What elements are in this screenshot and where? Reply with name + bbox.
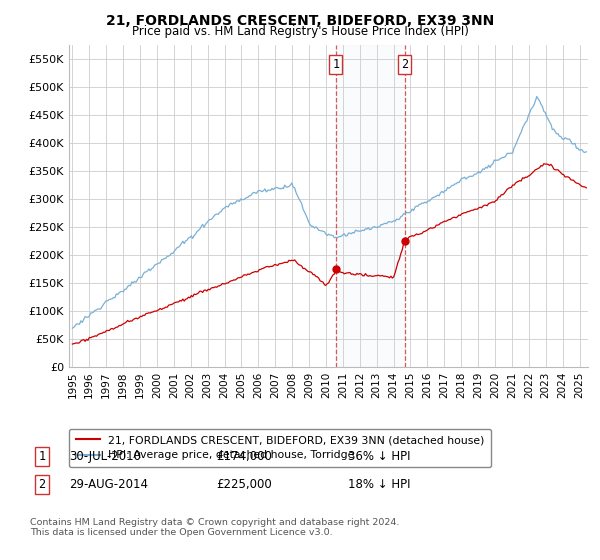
- Text: 29-AUG-2014: 29-AUG-2014: [69, 478, 148, 491]
- Text: 21, FORDLANDS CRESCENT, BIDEFORD, EX39 3NN: 21, FORDLANDS CRESCENT, BIDEFORD, EX39 3…: [106, 14, 494, 28]
- Text: 2: 2: [38, 478, 46, 491]
- Text: 1: 1: [38, 450, 46, 463]
- Text: Contains HM Land Registry data © Crown copyright and database right 2024.
This d: Contains HM Land Registry data © Crown c…: [30, 518, 400, 538]
- Text: Price paid vs. HM Land Registry's House Price Index (HPI): Price paid vs. HM Land Registry's House …: [131, 25, 469, 38]
- Text: £174,000: £174,000: [216, 450, 272, 463]
- Text: £225,000: £225,000: [216, 478, 272, 491]
- Text: 2: 2: [401, 58, 409, 71]
- Bar: [336, 45, 405, 367]
- Text: 36% ↓ HPI: 36% ↓ HPI: [348, 450, 410, 463]
- Text: 1: 1: [332, 58, 340, 71]
- Text: 30-JUL-2010: 30-JUL-2010: [69, 450, 141, 463]
- Text: 18% ↓ HPI: 18% ↓ HPI: [348, 478, 410, 491]
- Legend: 21, FORDLANDS CRESCENT, BIDEFORD, EX39 3NN (detached house), HPI: Average price,: 21, FORDLANDS CRESCENT, BIDEFORD, EX39 3…: [69, 428, 491, 467]
